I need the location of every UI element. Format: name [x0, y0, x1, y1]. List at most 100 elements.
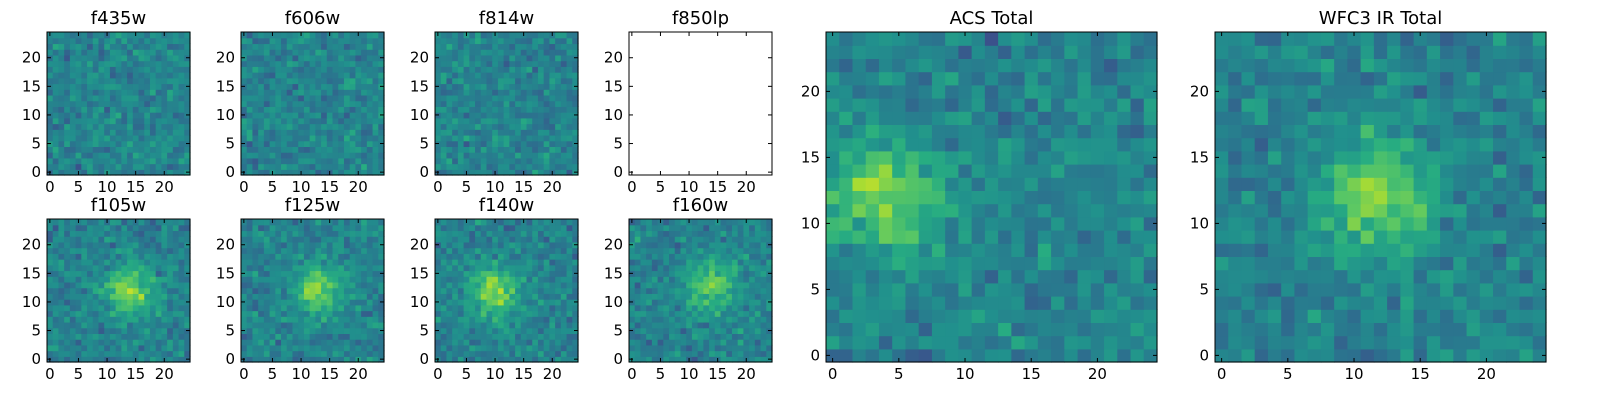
heatmap-cell: [161, 299, 168, 306]
heatmap-cell: [452, 281, 459, 289]
heatmap-cell: [537, 32, 545, 39]
heatmap-cell: [127, 134, 134, 142]
heatmap-cell: [760, 270, 767, 277]
heatmap-cell: [537, 219, 545, 226]
heatmap-cell: [315, 236, 322, 243]
heatmap-cell: [640, 276, 647, 283]
heatmap-cell: [252, 60, 259, 67]
heatmap-cell: [446, 316, 453, 323]
heatmap-cell: [127, 287, 134, 294]
heatmap-cell: [58, 281, 65, 289]
heatmap-cell: [286, 259, 294, 266]
heatmap-cell: [754, 333, 762, 340]
heatmap-cell: [69, 72, 77, 79]
heatmap-cell: [749, 281, 756, 289]
heatmap-cell: [457, 327, 465, 334]
heatmap-cell: [275, 169, 282, 176]
heatmap-cell: [1037, 243, 1052, 257]
heatmap-cell: [526, 287, 533, 294]
heatmap-cell: [760, 356, 767, 363]
heatmap-cell: [115, 356, 122, 363]
heatmap-cell: [726, 350, 733, 357]
heatmap-cell: [629, 304, 636, 312]
heatmap-cell: [543, 310, 550, 317]
heatmap-cell: [361, 146, 368, 153]
heatmap-cell: [286, 230, 294, 237]
heatmap-cell: [167, 134, 174, 142]
heatmap-cell: [81, 333, 88, 340]
heatmap-cell: [634, 236, 642, 243]
heatmap-cell: [572, 247, 579, 254]
heatmap-cell: [121, 293, 128, 300]
heatmap-cell: [714, 241, 722, 249]
heatmap-cell: [731, 333, 739, 340]
heatmap-cell: [178, 339, 185, 346]
heatmap-cell: [543, 339, 550, 346]
heatmap-cell: [149, 117, 157, 125]
heatmap-cell: [532, 157, 539, 165]
heatmap-cell: [138, 89, 145, 96]
heatmap-cell: [475, 276, 482, 283]
heatmap-cell: [509, 327, 516, 334]
heatmap-cell: [486, 316, 493, 323]
heatmap-cell: [184, 123, 191, 130]
heatmap-cell: [109, 112, 117, 119]
heatmap-cell: [132, 123, 140, 130]
heatmap-cell: [366, 321, 374, 329]
heatmap-cell: [258, 83, 265, 90]
x-tick-label: 5: [462, 178, 472, 196]
heatmap-cell: [167, 247, 174, 254]
heatmap-cell: [132, 157, 140, 165]
heatmap-cell: [839, 348, 854, 363]
heatmap-cell: [52, 43, 60, 50]
heatmap-cell: [349, 270, 356, 277]
heatmap-cell: [520, 157, 528, 165]
heatmap-cell: [92, 310, 100, 317]
heatmap-cell: [172, 37, 180, 45]
heatmap-cell: [281, 281, 288, 289]
heatmap-cell: [326, 54, 334, 62]
heatmap-cell: [92, 224, 100, 232]
heatmap-cell: [104, 321, 111, 329]
heatmap-cell: [286, 276, 294, 283]
heatmap-cell: [452, 270, 459, 277]
heatmap-cell: [155, 100, 162, 107]
heatmap-cell: [492, 276, 499, 283]
heatmap-cell: [515, 94, 522, 102]
heatmap-cell: [309, 112, 316, 119]
heatmap-cell: [634, 287, 642, 294]
heatmap-cell: [132, 60, 140, 67]
heatmap-cell: [537, 163, 545, 170]
heatmap-cell: [184, 219, 191, 226]
heatmap-cell: [503, 60, 510, 67]
heatmap-cell: [127, 146, 134, 153]
heatmap-cell: [321, 293, 328, 300]
heatmap-cell: [104, 281, 111, 289]
heatmap-cell: [520, 310, 528, 317]
heatmap-cell: [1130, 335, 1145, 350]
heatmap-cell: [469, 32, 476, 39]
heatmap-cell: [560, 299, 568, 306]
heatmap-cell: [480, 230, 488, 237]
heatmap-cell: [349, 112, 356, 119]
heatmap-cell: [532, 37, 539, 45]
heatmap-cell: [121, 344, 128, 352]
heatmap-cell: [945, 296, 959, 310]
heatmap-cell: [469, 259, 476, 266]
heatmap-cell: [549, 270, 556, 277]
heatmap-cell: [75, 339, 82, 346]
heatmap-cell: [555, 333, 562, 340]
heatmap-cell: [537, 276, 545, 283]
heatmap-cell: [292, 333, 299, 340]
heatmap-cell: [321, 276, 328, 283]
heatmap-cell: [640, 327, 647, 334]
heatmap-cell: [281, 169, 288, 176]
heatmap-cell: [532, 356, 539, 363]
heatmap-cell: [269, 344, 276, 352]
heatmap-cell: [492, 72, 499, 79]
heatmap-cell: [355, 66, 362, 73]
heatmap-cell: [709, 259, 716, 266]
heatmap-cell: [515, 333, 522, 340]
heatmap-cell: [167, 100, 174, 107]
heatmap-cell: [378, 77, 385, 85]
